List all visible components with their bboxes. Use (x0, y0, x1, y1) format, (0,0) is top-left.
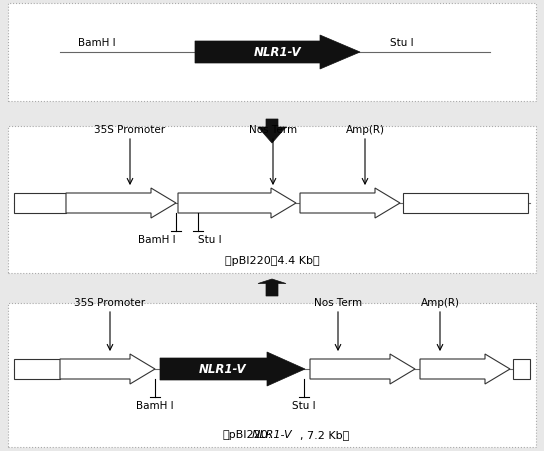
Polygon shape (310, 354, 415, 384)
Text: Nos Term: Nos Term (314, 297, 362, 307)
Polygon shape (66, 189, 176, 219)
Text: BamH I: BamH I (138, 235, 176, 244)
Text: Stu I: Stu I (390, 38, 413, 48)
Text: Stu I: Stu I (292, 400, 316, 410)
Bar (8, 127, 536, 273)
Polygon shape (178, 189, 296, 219)
Text: Stu I: Stu I (198, 235, 221, 244)
Bar (14, 193, 66, 213)
Text: NLR1-V: NLR1-V (252, 429, 292, 439)
Polygon shape (420, 354, 510, 384)
Text: Amp(R): Amp(R) (421, 297, 460, 307)
Text: NLR1-V: NLR1-V (254, 46, 301, 60)
Polygon shape (258, 279, 286, 296)
Text: NLR1-V: NLR1-V (199, 363, 247, 376)
Polygon shape (300, 189, 400, 219)
Bar (8, 4, 536, 102)
Text: （pBI220，4.4 Kb）: （pBI220，4.4 Kb） (225, 255, 319, 265)
Polygon shape (195, 36, 360, 70)
Bar (513, 359, 530, 379)
Text: Amp(R): Amp(R) (345, 125, 385, 135)
Bar (403, 193, 528, 213)
Bar (14, 359, 60, 379)
Text: 35S Promoter: 35S Promoter (75, 297, 146, 307)
Text: , 7.2 Kb）: , 7.2 Kb） (300, 429, 349, 439)
Bar (8, 304, 536, 447)
Text: 35S Promoter: 35S Promoter (95, 125, 165, 135)
Text: Nos Term: Nos Term (249, 125, 297, 135)
Text: BamH I: BamH I (78, 38, 116, 48)
Text: BamH I: BamH I (136, 400, 174, 410)
Text: （pBI220:: （pBI220: (222, 429, 272, 439)
Polygon shape (258, 120, 286, 144)
Polygon shape (60, 354, 155, 384)
Polygon shape (160, 352, 305, 386)
